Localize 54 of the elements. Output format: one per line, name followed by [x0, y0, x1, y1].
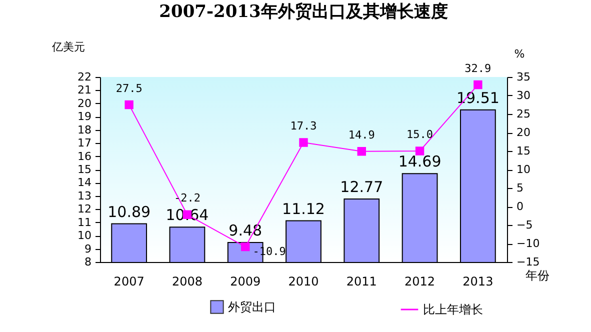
y2-tick-label: −10 — [516, 237, 540, 250]
x-tick-label: 2013 — [462, 274, 494, 288]
y2-tick-label: 10 — [516, 163, 530, 176]
series-label: 外贸出口 — [228, 300, 276, 314]
data-label: 10.89 — [108, 202, 151, 221]
y2-tick-label: 30 — [516, 89, 530, 102]
y-tick-label: 20 — [78, 96, 92, 110]
y2-tick-label: 15 — [516, 144, 530, 158]
x-tick-label: 2012 — [404, 274, 436, 288]
y2-tick-label: −5 — [516, 218, 533, 232]
point — [474, 80, 482, 90]
y-tick-label: 15 — [78, 163, 92, 176]
y-tick-label: 16 — [78, 150, 92, 163]
data-label: 32.9 — [464, 62, 492, 75]
point — [415, 146, 424, 156]
y-tick-label: 14 — [78, 176, 92, 190]
data-label: 14.9 — [348, 128, 375, 142]
y2-tick-label: −15 — [516, 256, 540, 268]
point — [241, 242, 250, 252]
point — [299, 138, 308, 147]
y-tick-label: 18 — [78, 123, 92, 136]
y2-tick-label: 5 — [516, 182, 524, 194]
data-label: 27.5 — [116, 82, 142, 95]
data-label: 11.12 — [282, 200, 325, 218]
y2-axis-title: % — [514, 48, 525, 60]
x-tick-label: 2011 — [346, 274, 377, 288]
x-axis-title: 年份 — [526, 268, 550, 282]
point — [357, 147, 366, 156]
y-axis-title: 亿美元 — [51, 40, 85, 54]
x-tick-label: 2008 — [172, 274, 202, 288]
x-tick-label: 2007 — [114, 274, 144, 288]
data-label: 14.69 — [398, 152, 442, 171]
y-tick-label: 10 — [78, 229, 92, 242]
y-tick-label: 8 — [84, 256, 92, 268]
y2-tick-label: 25 — [516, 108, 530, 120]
data-label: 17.3 — [290, 119, 317, 132]
y-tick-label: 19 — [78, 110, 92, 124]
y-tick-label: 13 — [78, 189, 92, 202]
y-tick-label: 21 — [78, 84, 92, 97]
y2-tick-label: 0 — [516, 200, 524, 213]
y2-tick-label: 20 — [516, 126, 530, 139]
point — [124, 100, 134, 110]
y-tick-label: 12 — [78, 202, 92, 216]
legend-label: 比上年增长 — [423, 302, 483, 316]
y-tick-label: 11 — [78, 216, 92, 229]
y-tick-label: 9 — [84, 242, 92, 256]
data-label: 15.0 — [406, 128, 434, 141]
x-tick-label: 2010 — [288, 274, 319, 288]
chart-title: 2007-2013年外贸出口及其增长速度 — [159, 2, 448, 22]
y2-tick-label: 35 — [516, 70, 530, 84]
x-tick-label: 2009 — [230, 274, 261, 288]
y-tick-label: 22 — [78, 70, 92, 84]
data-label: 12.77 — [340, 178, 384, 196]
y-tick-label: 17 — [78, 136, 92, 150]
